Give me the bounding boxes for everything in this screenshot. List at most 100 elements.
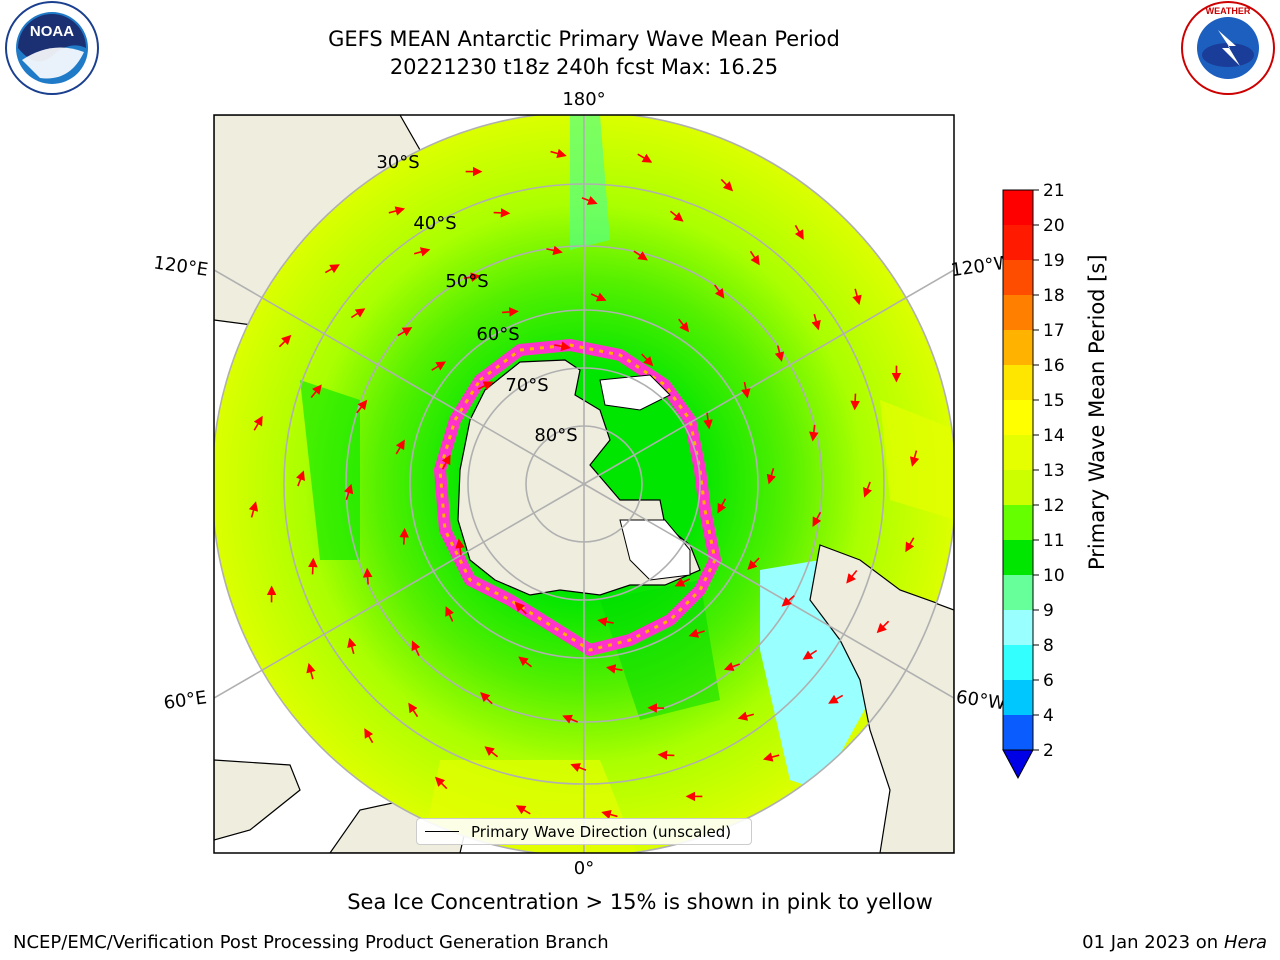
wave-vector <box>546 245 563 256</box>
colorbar-segment <box>1003 190 1033 225</box>
colorbar-tick-label: 15 <box>1043 391 1065 411</box>
wave-vector <box>445 606 454 622</box>
wave-vector <box>597 617 614 627</box>
wave-vector <box>253 415 263 431</box>
wave-vector <box>477 381 494 391</box>
wave-vector <box>781 595 795 607</box>
colorbar-extend-arrow <box>1002 749 1034 780</box>
wave-vector <box>802 649 818 660</box>
colorbar-segment <box>1003 715 1033 750</box>
wave-vector <box>747 557 760 571</box>
wave-vector <box>455 538 465 556</box>
colorbar-segment <box>1003 365 1033 400</box>
lon-label-180: 180° <box>562 89 605 110</box>
wave-vector <box>749 250 760 266</box>
wave-vector <box>703 412 713 430</box>
wave-vector <box>909 450 920 467</box>
wave-vector <box>581 195 598 205</box>
wave-vector <box>717 498 727 514</box>
legend-label: Primary Wave Direction (unscaled) <box>471 822 732 841</box>
producer-credit: NCEP/EMC/Verification Post Processing Pr… <box>13 932 609 953</box>
legend-line-icon <box>425 831 459 832</box>
colorbar-segment <box>1003 225 1033 260</box>
colorbar-tick-label: 18 <box>1043 286 1065 306</box>
wave-vector <box>812 511 822 528</box>
lat-label-80s: 80°S <box>534 425 577 446</box>
wave-vector <box>395 439 405 455</box>
colorbar-tick-label: 14 <box>1043 426 1065 446</box>
wave-vector <box>850 393 860 411</box>
colorbar-tick-label: 20 <box>1043 216 1065 236</box>
wave-vector <box>774 345 785 362</box>
wave-vector <box>657 750 675 760</box>
wave-vector <box>846 569 858 584</box>
wave-vector <box>493 208 511 218</box>
wave-vector <box>713 284 725 299</box>
wave-vector <box>852 288 862 306</box>
colorbar-tick-label: 2 <box>1043 741 1054 761</box>
colorbar-tick-label: 16 <box>1043 356 1065 376</box>
wave-vector <box>605 664 623 674</box>
wave-vector <box>678 318 690 333</box>
wave-vector <box>408 702 419 718</box>
colorbar: 2 4 6 8 9 10 11 12 13 14 15 16 17 18 19 20 21 <box>1002 181 1065 780</box>
lat-label-60s: 60°S <box>476 324 519 345</box>
lat-label-30s: 30°S <box>376 152 419 173</box>
wave-vector <box>502 307 519 317</box>
wave-vector <box>554 341 571 351</box>
wave-vector <box>347 637 357 655</box>
colorbar-segment <box>1003 435 1033 470</box>
wave-vector <box>514 601 527 615</box>
lat-label-70s: 70°S <box>505 375 548 396</box>
wave-vector <box>809 424 819 442</box>
lon-label-60e: 60°E <box>162 687 208 714</box>
colorbar-tick-label: 11 <box>1043 531 1065 551</box>
colorbar-segment <box>1003 645 1033 680</box>
colorbar-segment <box>1003 470 1033 505</box>
wave-vector <box>550 148 567 159</box>
wave-vector <box>669 210 684 222</box>
svg-text:WEATHER: WEATHER <box>1206 6 1251 16</box>
wave-vector <box>905 537 915 553</box>
wave-vector <box>484 746 499 758</box>
colorbar-tick-label: 21 <box>1043 181 1065 201</box>
map-frame <box>213 114 955 854</box>
host-name: Hera <box>1223 932 1267 953</box>
colorbar-segment <box>1003 575 1033 610</box>
wave-vector <box>762 752 780 762</box>
wave-vector <box>876 620 890 634</box>
ross-ice-shelf <box>599 374 671 411</box>
wave-vector <box>688 628 705 638</box>
colorbar-tick-label: 8 <box>1043 636 1054 656</box>
wave-vector <box>674 577 691 587</box>
wave-vector <box>633 250 648 261</box>
wave-vector <box>601 809 618 820</box>
map-subtitle: 20221230 t18z 240h fcst Max: 16.25 <box>389 55 779 79</box>
wave-vector <box>306 662 316 680</box>
wave-vector <box>413 247 431 257</box>
lon-label-120e: 120°E <box>152 252 209 280</box>
colorbar-tick-label: 17 <box>1043 321 1065 341</box>
wave-vector <box>324 264 340 274</box>
lat-label-40s: 40°S <box>413 213 456 234</box>
wave-vector <box>434 776 448 790</box>
colorbar-segment <box>1003 295 1033 330</box>
colorbar-tick-label: 13 <box>1043 461 1065 481</box>
wave-vector <box>248 501 259 518</box>
wave-vector <box>310 384 322 399</box>
wave-vector <box>350 308 366 319</box>
map-title: GEFS MEAN Antarctic Primary Wave Mean Pe… <box>328 27 840 51</box>
wave-vector <box>295 470 305 487</box>
graticule <box>214 115 954 853</box>
wave-vector <box>431 361 447 371</box>
colorbar-tick-label: 6 <box>1043 671 1054 691</box>
wave-vector <box>480 692 493 705</box>
colorbar-segment <box>1003 505 1033 540</box>
colorbar-segment <box>1003 400 1033 435</box>
wave-vector <box>308 557 318 575</box>
wave-vector <box>344 483 354 500</box>
noaa-logo: NOAA <box>5 1 99 95</box>
wave-vector <box>863 481 873 498</box>
colorbar-segment <box>1003 540 1033 575</box>
